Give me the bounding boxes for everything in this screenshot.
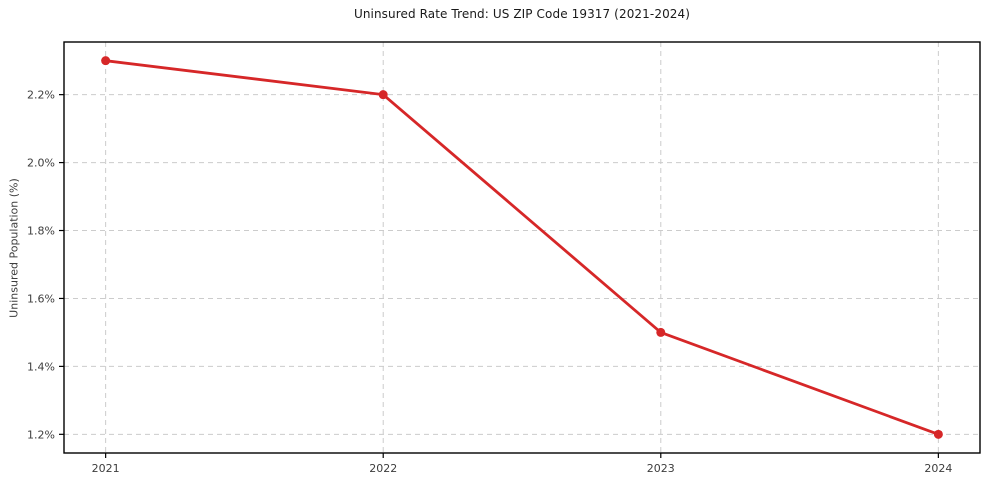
trend-line: [104, 59, 940, 436]
y-tick-label: 2.0%: [27, 157, 55, 170]
x-tick-label: 2024: [924, 462, 952, 475]
chart-title: Uninsured Rate Trend: US ZIP Code 19317 …: [353, 7, 691, 21]
x-tick-label: 2023: [647, 462, 675, 475]
y-tick-label: 1.4%: [27, 360, 55, 373]
y-tick-label: 1.8%: [27, 225, 55, 238]
x-tick-label: 2022: [369, 462, 397, 475]
data-point: [656, 327, 666, 337]
y-tick-label: 2.2%: [27, 89, 55, 102]
data-point: [378, 90, 388, 100]
data-point: [101, 56, 111, 66]
x-tick-label: 2021: [92, 462, 120, 475]
data-point: [933, 429, 943, 439]
plot-border: [63, 41, 981, 454]
y-tick-label: 1.6%: [27, 292, 55, 305]
y-tick-label: 1.2%: [27, 428, 55, 441]
